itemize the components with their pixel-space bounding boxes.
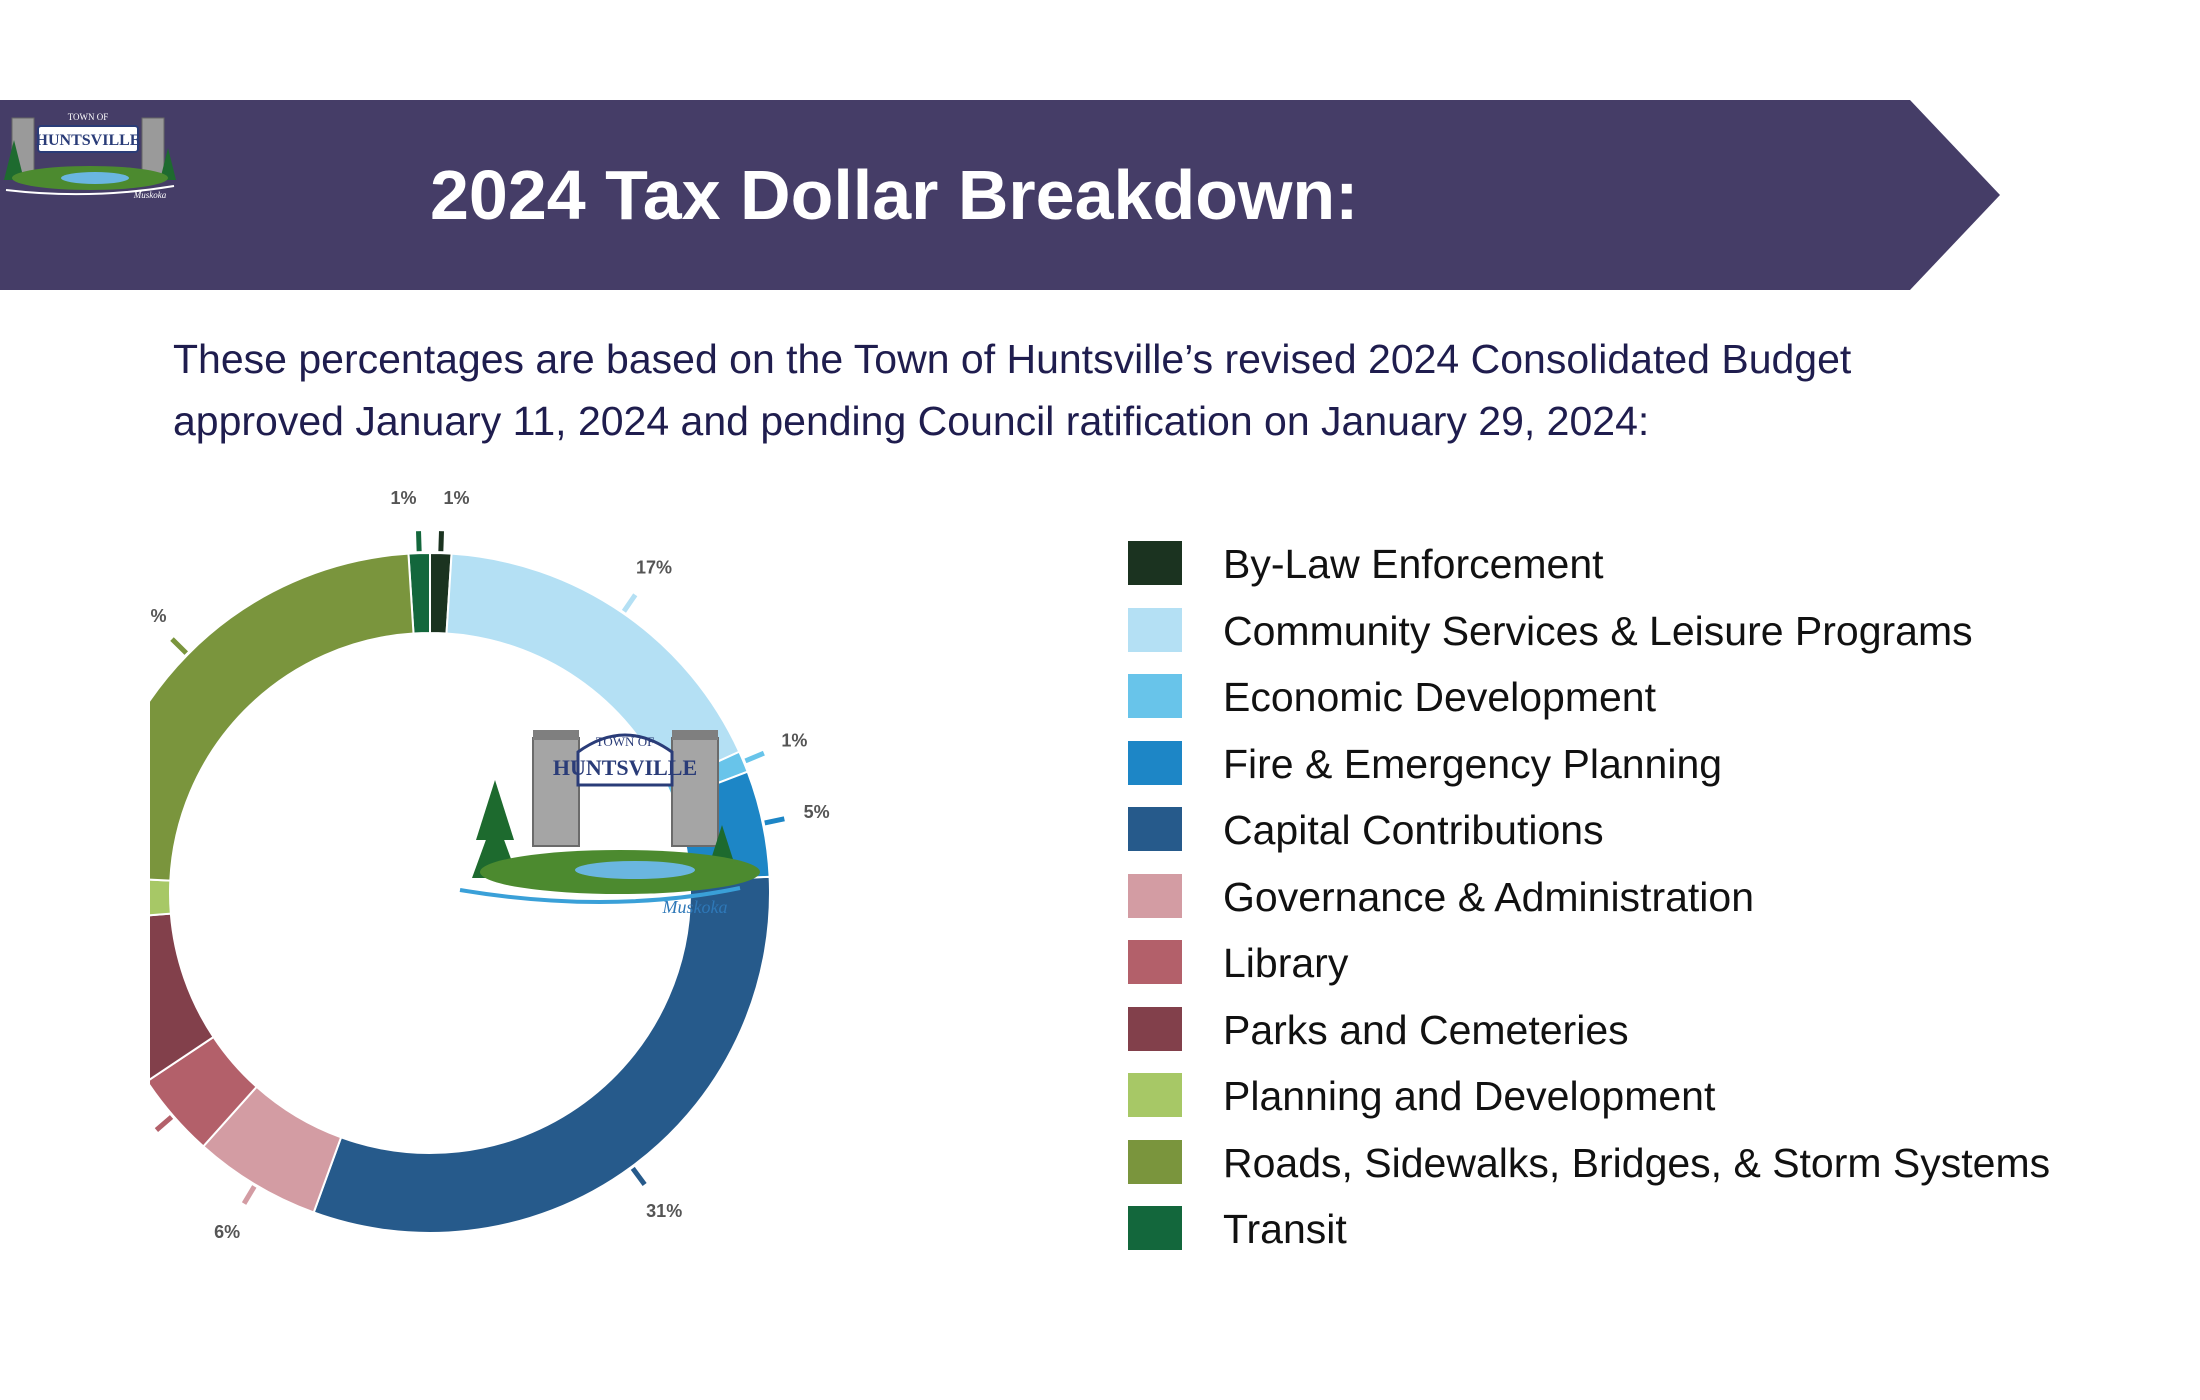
- legend-swatch: [1128, 873, 1182, 918]
- donut-slices: [89, 551, 771, 1234]
- donut-slice: [89, 552, 415, 882]
- label-tick: [416, 531, 422, 552]
- legend-item: Governance & Administration: [1128, 863, 2188, 930]
- legend-swatch: [1128, 1139, 1182, 1184]
- label-tick: [764, 816, 785, 826]
- data-label: 1%: [444, 488, 470, 508]
- label-tick: [438, 531, 444, 552]
- data-label: 1%: [390, 488, 416, 508]
- donut-slice: [312, 875, 771, 1234]
- intro-line-1: These percentages are based on the Town …: [173, 336, 1852, 382]
- logo-small-top-text: TOWN OF: [68, 112, 109, 122]
- legend-item: Community Services & Leisure Programs: [1128, 597, 2188, 664]
- legend-swatch: [1128, 1073, 1182, 1117]
- legend-label: Transit: [1223, 1206, 1347, 1252]
- logo-small-script: Muskoka: [133, 190, 167, 200]
- center-logo-name: HUNTSVILLE: [553, 755, 697, 780]
- legend-swatch: [1128, 740, 1182, 785]
- legend-item: Capital Contributions: [1128, 796, 2188, 863]
- center-logo-script: Muskoka: [662, 897, 728, 917]
- legend-swatch: [1128, 1006, 1182, 1051]
- label-tick: [170, 637, 189, 655]
- donut-chart-svg: 1%1%17%1%5%31%6%4%8%2%23% TOWN OF HUNTSV…: [22, 488, 830, 1242]
- legend-label: Roads, Sidewalks, Bridges, & Storm Syste…: [1223, 1139, 2051, 1186]
- data-label: 17%: [636, 558, 672, 578]
- legend-label: Fire & Emergency Planning: [1223, 740, 1723, 787]
- legend-swatch: [1128, 607, 1182, 652]
- legend-label: Library: [1223, 940, 1349, 986]
- legend-item: Transit: [1128, 1195, 2188, 1262]
- donut-chart: 1%1%17%1%5%31%6%4%8%2%23% TOWN OF HUNTSV…: [22, 480, 1050, 1280]
- label-tick: [630, 1166, 647, 1186]
- label-tick: [621, 593, 638, 613]
- data-label: 5%: [804, 802, 830, 822]
- legend-swatch: [1128, 1206, 1182, 1250]
- legend-item: Parks and Cemeteries: [1128, 996, 2188, 1063]
- legend-swatch: [1128, 674, 1182, 718]
- legend-item: Economic Development: [1128, 663, 2188, 730]
- header-banner: TOWN OF HUNTSVILLE Muskoka 2024 Tax Doll…: [0, 100, 2000, 290]
- legend-item: Library: [1128, 929, 2188, 996]
- legend-label: Parks and Cemeteries: [1223, 1006, 1629, 1053]
- label-tick: [154, 1115, 174, 1132]
- data-label: 31%: [646, 1201, 682, 1221]
- legend-swatch: [1128, 940, 1182, 984]
- legend-swatch: [1128, 807, 1182, 851]
- legend-item: By-Law Enforcement: [1128, 530, 2188, 597]
- legend-swatch: [1128, 541, 1182, 585]
- center-logo-top-text: TOWN OF: [596, 734, 655, 749]
- town-logo-small: TOWN OF HUNTSVILLE Muskoka: [4, 112, 176, 200]
- legend-item: Roads, Sidewalks, Bridges, & Storm Syste…: [1128, 1129, 2188, 1196]
- intro-line-2: approved January 11, 2024 and pending Co…: [173, 398, 1650, 444]
- data-label: 1%: [781, 730, 807, 750]
- town-logo-center: TOWN OF HUNTSVILLE Muskoka: [459, 730, 760, 917]
- banner-arrow-shape: [0, 100, 2000, 290]
- label-tick: [744, 750, 765, 764]
- legend-label: Capital Contributions: [1223, 807, 1604, 853]
- donut-slice: [89, 875, 172, 922]
- page-title: 2024 Tax Dollar Breakdown:: [430, 156, 1359, 234]
- legend-label: Community Services & Leisure Programs: [1223, 607, 1973, 654]
- intro-paragraph: These percentages are based on the Town …: [173, 328, 2073, 452]
- data-label: 6%: [214, 1222, 240, 1242]
- legend-label: Planning and Development: [1223, 1073, 1716, 1119]
- logo-small-name: HUNTSVILLE: [36, 132, 141, 149]
- data-label: 23%: [150, 606, 167, 626]
- legend-label: Governance & Administration: [1223, 873, 1754, 920]
- legend-item: Fire & Emergency Planning: [1128, 730, 2188, 797]
- legend-label: Economic Development: [1223, 674, 1656, 720]
- label-tick: [241, 1185, 257, 1205]
- legend-item: Planning and Development: [1128, 1062, 2188, 1129]
- chart-legend: By-Law Enforcement Community Services & L…: [1128, 530, 2188, 1262]
- legend-label: By-Law Enforcement: [1223, 541, 1604, 587]
